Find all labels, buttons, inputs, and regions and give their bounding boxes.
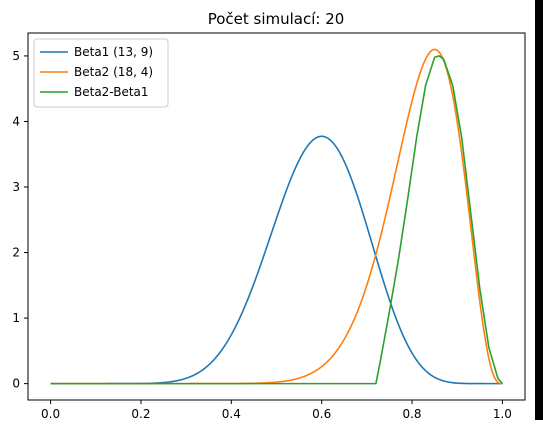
- x-tick-label: 0.6: [312, 407, 331, 421]
- x-tick-label: 0.8: [402, 407, 421, 421]
- x-tick-label: 0.4: [222, 407, 241, 421]
- y-tick-label: 0: [12, 377, 20, 391]
- y-tick-label: 4: [12, 114, 20, 128]
- x-tick-label: 0.0: [41, 407, 60, 421]
- legend: Beta1 (13, 9) Beta2 (18, 4) Beta2-Beta1: [33, 38, 169, 108]
- legend-label: Beta1 (13, 9): [74, 45, 153, 59]
- legend-box: [33, 38, 169, 108]
- legend-label: Beta2 (18, 4): [74, 65, 153, 79]
- series-line-3: [50, 55, 504, 385]
- series-layer: [50, 48, 504, 385]
- y-tick-label: 1: [12, 311, 20, 325]
- chart-title: Počet simulací: 20: [208, 10, 345, 28]
- series-line-1: [50, 135, 503, 385]
- x-tick-label: 1.0: [493, 407, 512, 421]
- x-tick-label: 0.2: [131, 407, 150, 421]
- plot-frame: [27, 32, 526, 401]
- legend-label: Beta2-Beta1: [74, 85, 149, 99]
- y-tick-label: 5: [12, 49, 20, 63]
- y-tick-label: 2: [12, 246, 20, 260]
- window-edge: [535, 0, 543, 420]
- y-axis: 0 1 2 3 4 5: [12, 49, 28, 391]
- x-axis: 0.0 0.2 0.4 0.6 0.8 1.0: [41, 400, 512, 421]
- y-tick-label: 3: [12, 180, 20, 194]
